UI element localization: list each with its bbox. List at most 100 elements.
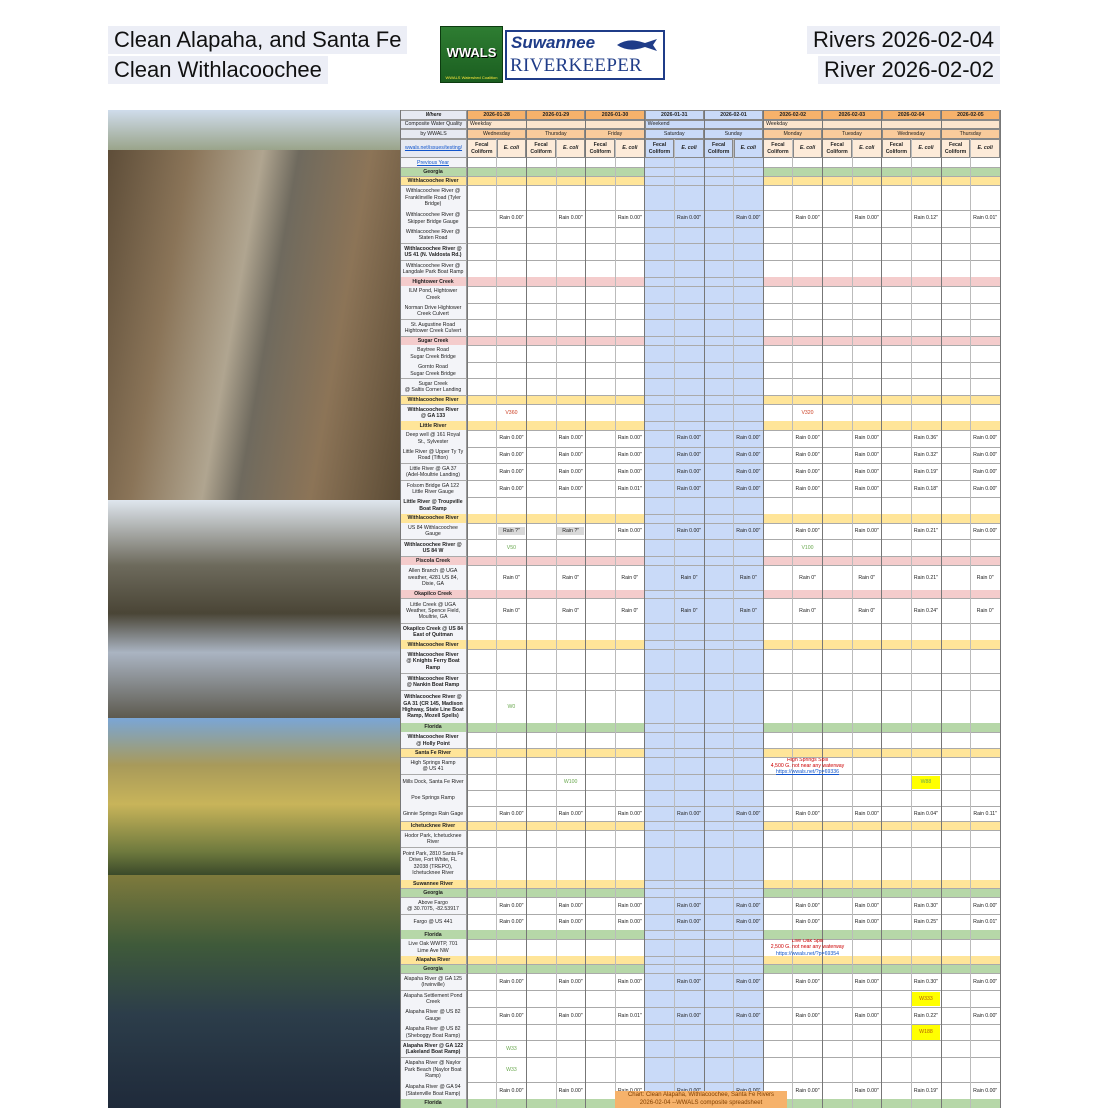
result-cell: W100 xyxy=(563,779,578,786)
sub-header: E. coli xyxy=(496,139,527,158)
rain-cell: Rain 0.00" xyxy=(677,810,702,817)
row-line xyxy=(400,185,1000,186)
row-label-line: Poe Springs Ramp xyxy=(411,795,455,802)
sub-header-text: Fecal xyxy=(534,142,548,149)
rain-cell: Rain 0.00" xyxy=(795,468,820,475)
rain-cell: Rain 0" xyxy=(621,608,639,615)
sub-header-text: Fecal xyxy=(948,142,963,149)
sub-header: E. coli xyxy=(911,139,941,158)
rain-cell: Rain 0" xyxy=(858,608,876,615)
note-link[interactable]: https://wwals.net/?p=69354 xyxy=(776,950,840,957)
row-line xyxy=(400,319,1000,320)
logo-badge: WWALS WWALS Watershed Coalition xyxy=(440,26,503,83)
sub-header: Fecal Coliform xyxy=(703,139,734,158)
column-line xyxy=(970,139,971,1108)
corner-cell: Where xyxy=(400,110,467,120)
rain-cell: Rain 0" xyxy=(976,608,994,615)
row-label: Withlacoochee River @ US 84 W xyxy=(400,539,467,557)
row-label-line: Gornto Road xyxy=(418,364,448,371)
row-label-line: Creek xyxy=(426,998,440,1005)
note-link[interactable]: https://wwals.net/?p=69336 xyxy=(776,769,840,775)
rain-cell: Rain 0" xyxy=(502,574,520,581)
row-label: Mills Dock, Santa Fe River xyxy=(400,774,467,791)
corner-cell[interactable]: wwals.net/issues/testing/ xyxy=(400,139,467,158)
row-line xyxy=(400,429,1000,431)
date-header: 2026-02-02 xyxy=(763,110,823,120)
result-cell: V360 xyxy=(505,409,518,416)
row-label: Sugar Creek xyxy=(400,336,467,346)
rain-cell: Rain 0.00" xyxy=(795,903,820,910)
row-line xyxy=(400,1040,1000,1041)
result-cell: W33 xyxy=(506,1046,517,1053)
row-label: Suwannee River xyxy=(400,880,467,889)
sub-header-text: Coliform xyxy=(530,148,552,155)
row-label-line: Sugar Creek xyxy=(417,337,449,344)
row-label: Fargo @ US 441 xyxy=(400,914,467,931)
row-line xyxy=(400,539,1000,540)
caption: Chart: Clean Alapaha, Withlacoochee, San… xyxy=(615,1091,787,1108)
column-line xyxy=(762,110,764,1108)
row-label: ILM Pond, Hightower Creek xyxy=(400,286,467,303)
row-line xyxy=(400,564,1000,566)
rain-cell: Rain 0.00" xyxy=(558,919,583,926)
row-label: Point Park, 2810 Santa Fe Drive, Fort Whi… xyxy=(400,847,467,881)
row-line xyxy=(400,496,1000,498)
row-label-line: Gauge xyxy=(425,531,441,538)
rain-cell: Rain 0.00" xyxy=(795,1012,820,1019)
row-line xyxy=(400,1057,1000,1058)
sub-header: E. coli xyxy=(674,139,704,158)
rain-cell: Rain 0.01" xyxy=(973,215,998,222)
row-label-line: Little River xyxy=(419,422,447,429)
row-label: Florida xyxy=(400,1099,467,1108)
row-label: Withlacoochee River @ Franklinville Road … xyxy=(400,185,467,211)
row-line xyxy=(400,243,1000,244)
row-label-line: Alapaha River @ US 82 xyxy=(405,1026,461,1033)
row-label-line: Dixie, GA xyxy=(422,580,444,587)
row-label: Folsom Bridge GA 122 Little River Gauge xyxy=(400,480,467,498)
column-line xyxy=(822,110,823,1108)
row-label-line: Withlacoochee River @ xyxy=(404,245,462,252)
row-label: Florida xyxy=(400,723,467,733)
rain-cell: Rain 0.00" xyxy=(795,979,820,986)
row-label-line: Franklinville Road (Tyler xyxy=(405,194,461,201)
rain-cell: Rain 0.00" xyxy=(795,810,820,817)
title-right: Rivers 2026-02-04 xyxy=(807,26,1000,54)
sub-header-text: Fecal xyxy=(889,142,903,149)
rain-cell: Rain 0.00" xyxy=(795,528,820,535)
row-label-line: (Adel-Moultrie Landing) xyxy=(406,472,460,479)
row-label-line: Okapilco Creek @ US 84 xyxy=(402,625,464,632)
column-line xyxy=(400,110,401,1108)
row-label[interactable]: Previous Year xyxy=(400,158,467,168)
row-label-line: Ramp) xyxy=(425,1073,441,1080)
date-header: 2026-02-03 xyxy=(822,110,882,120)
rain-cell: Rain 0.00" xyxy=(616,1087,644,1095)
row-label-line: Hightower Creek xyxy=(412,278,454,285)
row-label: St. Augustine Road Hightower Creek Culver… xyxy=(400,319,467,337)
day-header: Wednesday xyxy=(881,129,941,139)
rain-cell: Rain 0" xyxy=(799,608,816,615)
rain-cell: Rain 0.01" xyxy=(617,1012,642,1019)
row-label: Withlacoochee River @ Skipper Bridge Gaug… xyxy=(400,210,467,228)
row-line xyxy=(400,955,1000,957)
date-header: 2026-01-29 xyxy=(526,110,586,120)
rain-cell: Rain 0.00" xyxy=(558,810,583,817)
photo xyxy=(108,500,400,718)
row-label-line: Alapaha River @ GA 94 xyxy=(405,1084,461,1091)
rain-cell: Rain 0.00" xyxy=(736,485,761,492)
rain-cell: Rain 0.00" xyxy=(558,435,583,442)
row-line xyxy=(400,395,1000,396)
rain-cell: Rain 0.00" xyxy=(677,435,702,442)
row-label-line: Lime Ave NW xyxy=(417,947,449,954)
row-label-line: Sugar Creek xyxy=(418,380,448,387)
rain-cell: Rain 0.12" xyxy=(913,215,938,222)
result-cell: W333 xyxy=(912,991,940,1007)
rain-cell: Rain 0.00" xyxy=(795,435,820,442)
row-line xyxy=(400,589,1000,591)
rain-cell: Rain 0.04" xyxy=(913,810,938,817)
row-line xyxy=(400,973,1000,974)
row-label-line: St. Augustine Road xyxy=(410,321,456,328)
day-header: Thursday xyxy=(526,129,586,139)
row-label: Georgia xyxy=(400,964,467,974)
row-label-line: Creek xyxy=(426,294,440,301)
sub-header-text: Fecal xyxy=(652,142,667,149)
